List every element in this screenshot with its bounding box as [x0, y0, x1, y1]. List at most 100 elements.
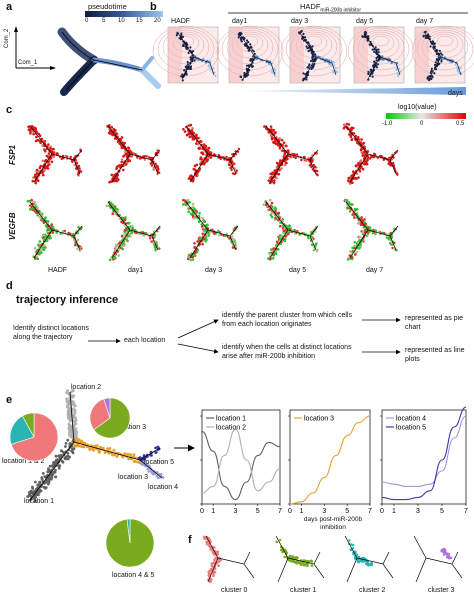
cell-point	[290, 559, 293, 563]
density-plot	[347, 25, 415, 84]
cell-point	[393, 247, 396, 250]
cell-point	[63, 229, 66, 233]
cell-point	[143, 158, 146, 161]
cell-point	[204, 144, 208, 148]
x-tick-label: 0	[380, 508, 384, 515]
cell-point	[208, 572, 212, 576]
cell-point	[27, 491, 31, 494]
cell-point	[364, 153, 367, 157]
cell-point	[189, 46, 192, 49]
cell-point	[237, 36, 240, 39]
cell-point	[368, 230, 371, 233]
cell-point	[316, 248, 319, 251]
cell-point	[316, 170, 319, 173]
cell-point	[243, 43, 247, 46]
cell-point	[36, 483, 40, 487]
cell-point	[46, 231, 50, 235]
cell-point	[364, 31, 368, 34]
cell-point	[275, 244, 278, 247]
cell-point	[35, 249, 39, 253]
cell-point	[34, 173, 37, 176]
pseudotime-colorbar	[85, 11, 163, 17]
cell-point	[191, 50, 195, 53]
cell-point	[108, 447, 112, 450]
cell-point	[77, 225, 80, 229]
x-tick-label: 3	[416, 508, 420, 515]
cell-point	[32, 130, 35, 133]
cell-point	[302, 72, 305, 75]
cell-point	[360, 221, 363, 224]
cell-point	[189, 123, 193, 127]
cell-point	[68, 429, 72, 433]
cell-point	[243, 71, 246, 75]
cell-point	[342, 126, 346, 130]
cell-point	[355, 172, 359, 175]
cell-point	[201, 216, 204, 220]
cell-point	[280, 138, 284, 142]
cell-point	[38, 480, 42, 484]
cell-point	[128, 159, 132, 162]
cell-point	[198, 219, 201, 223]
cell-point	[363, 151, 366, 154]
cell-point	[359, 159, 363, 162]
cell-point	[355, 177, 358, 180]
location-2-label: location 2	[71, 384, 101, 391]
cell-point	[292, 155, 295, 159]
cell-point	[367, 72, 370, 76]
cell-point	[76, 247, 79, 251]
trajectory-line	[205, 535, 255, 583]
cell-point	[110, 173, 113, 177]
cell-point	[48, 227, 51, 231]
panel-c-expression-plots	[26, 122, 399, 262]
cell-point	[118, 164, 121, 167]
pie-slice	[22, 412, 35, 438]
cell-point	[126, 229, 129, 232]
x-tick-label: 7	[368, 508, 372, 515]
cell-point	[313, 62, 316, 65]
cell-point	[433, 63, 437, 66]
cell-point	[183, 130, 187, 133]
cell-point	[201, 242, 204, 246]
cell-point	[310, 47, 313, 50]
cell-point	[356, 136, 360, 139]
cell-point	[333, 64, 336, 67]
cell-point	[120, 158, 124, 161]
cell-point	[357, 176, 360, 179]
cell-point	[374, 153, 377, 156]
flow-box-identify-locations: Identify distinct locations along the tr…	[13, 325, 89, 341]
cell-point	[41, 472, 45, 475]
cell-point	[117, 254, 120, 257]
cell-point	[155, 474, 159, 478]
cell-point	[301, 37, 304, 40]
cell-point	[310, 67, 313, 70]
cell-point	[186, 43, 189, 46]
cell-point	[121, 142, 124, 145]
cell-point	[353, 241, 357, 244]
cell-point	[354, 164, 358, 168]
cell-point	[38, 253, 41, 256]
cell-point	[364, 562, 368, 565]
cell-point	[56, 458, 59, 461]
cell-point	[269, 125, 273, 128]
cell-point	[441, 548, 444, 552]
cell-point	[39, 140, 42, 143]
cell-point	[279, 242, 282, 245]
cell-point	[72, 423, 76, 426]
trajectory-line	[413, 535, 463, 583]
cell-point	[158, 247, 161, 250]
cell-point	[67, 416, 70, 420]
cell-point	[60, 157, 63, 161]
cell-point	[212, 231, 215, 234]
cell-point	[357, 247, 361, 250]
cell-point	[302, 559, 306, 562]
cell-point	[251, 65, 254, 68]
cell-point	[189, 65, 193, 68]
cell-point	[366, 39, 369, 42]
cell-point	[211, 228, 214, 231]
cell-point	[209, 67, 212, 70]
cell-point	[28, 493, 32, 496]
cell-point	[230, 168, 233, 172]
cell-point	[370, 563, 374, 567]
fsp1-plot	[27, 124, 83, 185]
cell-point	[280, 159, 283, 163]
